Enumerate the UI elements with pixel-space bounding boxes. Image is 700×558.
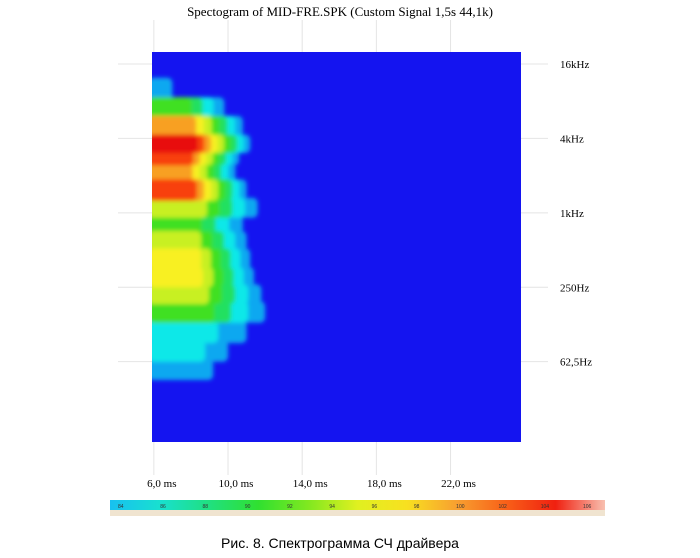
- heatmap-cell: [152, 214, 202, 235]
- y-tick-label: 1kHz: [560, 208, 584, 220]
- heatmap-cell: [152, 162, 193, 183]
- colorbar-tick-label: 92: [287, 504, 293, 510]
- heatmap-cell: [152, 97, 192, 119]
- heatmap-cell: [152, 266, 203, 288]
- colorbar-tick-label: 90: [245, 504, 251, 510]
- y-tick-label: 250Hz: [560, 282, 589, 294]
- y-tick-labels: 16kHz 4kHz 1kHz 250Hz 62,5Hz: [560, 59, 592, 369]
- x-tick-label: 10,0 ms: [219, 478, 254, 490]
- heatmap-cell: [152, 231, 202, 252]
- colorbar-tick-label: 94: [329, 504, 335, 510]
- heatmap-cell: [152, 248, 202, 270]
- colorbar-tick-label: 106: [583, 504, 592, 510]
- heatmap-cell: [152, 150, 194, 166]
- y-tick-label: 16kHz: [560, 59, 589, 71]
- x-tick-label: 14,0 ms: [293, 478, 328, 490]
- heatmap-cell: [152, 358, 214, 381]
- colorbar-tick-label: 84: [118, 504, 124, 510]
- heatmap-cell: [152, 77, 173, 101]
- heatmap-cell: [152, 197, 207, 218]
- colorbar-tick-label: 100: [456, 504, 465, 510]
- heatmap-cell: [152, 115, 197, 138]
- figure-caption: Рис. 8. Спектрограмма СЧ драйвера: [221, 535, 459, 551]
- colorbar-tick-label: 98: [414, 504, 420, 510]
- y-tick-label: 62,5Hz: [560, 357, 592, 369]
- heatmap-cell: [152, 284, 209, 305]
- heatmap-cell: [152, 301, 215, 323]
- y-tick-label: 4kHz: [560, 133, 584, 145]
- heatmap-cell: [152, 319, 219, 344]
- colorbar-tick-label: 88: [203, 504, 209, 510]
- x-tick-label: 18,0 ms: [367, 478, 402, 490]
- colorbar-base: [110, 510, 605, 516]
- chart-title: Spectogram of MID-FRE.SPK (Custom Signal…: [187, 4, 493, 19]
- x-tick-label: 22,0 ms: [441, 478, 476, 490]
- colorbar-tick-label: 102: [498, 504, 507, 510]
- x-tick-labels: 6,0 ms 10,0 ms 14,0 ms 18,0 ms 22,0 ms: [147, 478, 476, 490]
- colorbar: 84 86 88 90 92 94 96 98 100 102 104 106: [110, 500, 605, 516]
- heatmap-cell: [152, 179, 197, 201]
- heatmap-layer: [152, 77, 266, 381]
- heatmap-cell: [152, 134, 198, 154]
- colorbar-gradient: [110, 500, 605, 510]
- x-tick-label: 6,0 ms: [147, 478, 176, 490]
- colorbar-tick-label: 86: [160, 504, 166, 510]
- heatmap-cell: [152, 340, 206, 362]
- colorbar-tick-label: 96: [372, 504, 378, 510]
- colorbar-tick-label: 104: [541, 504, 550, 510]
